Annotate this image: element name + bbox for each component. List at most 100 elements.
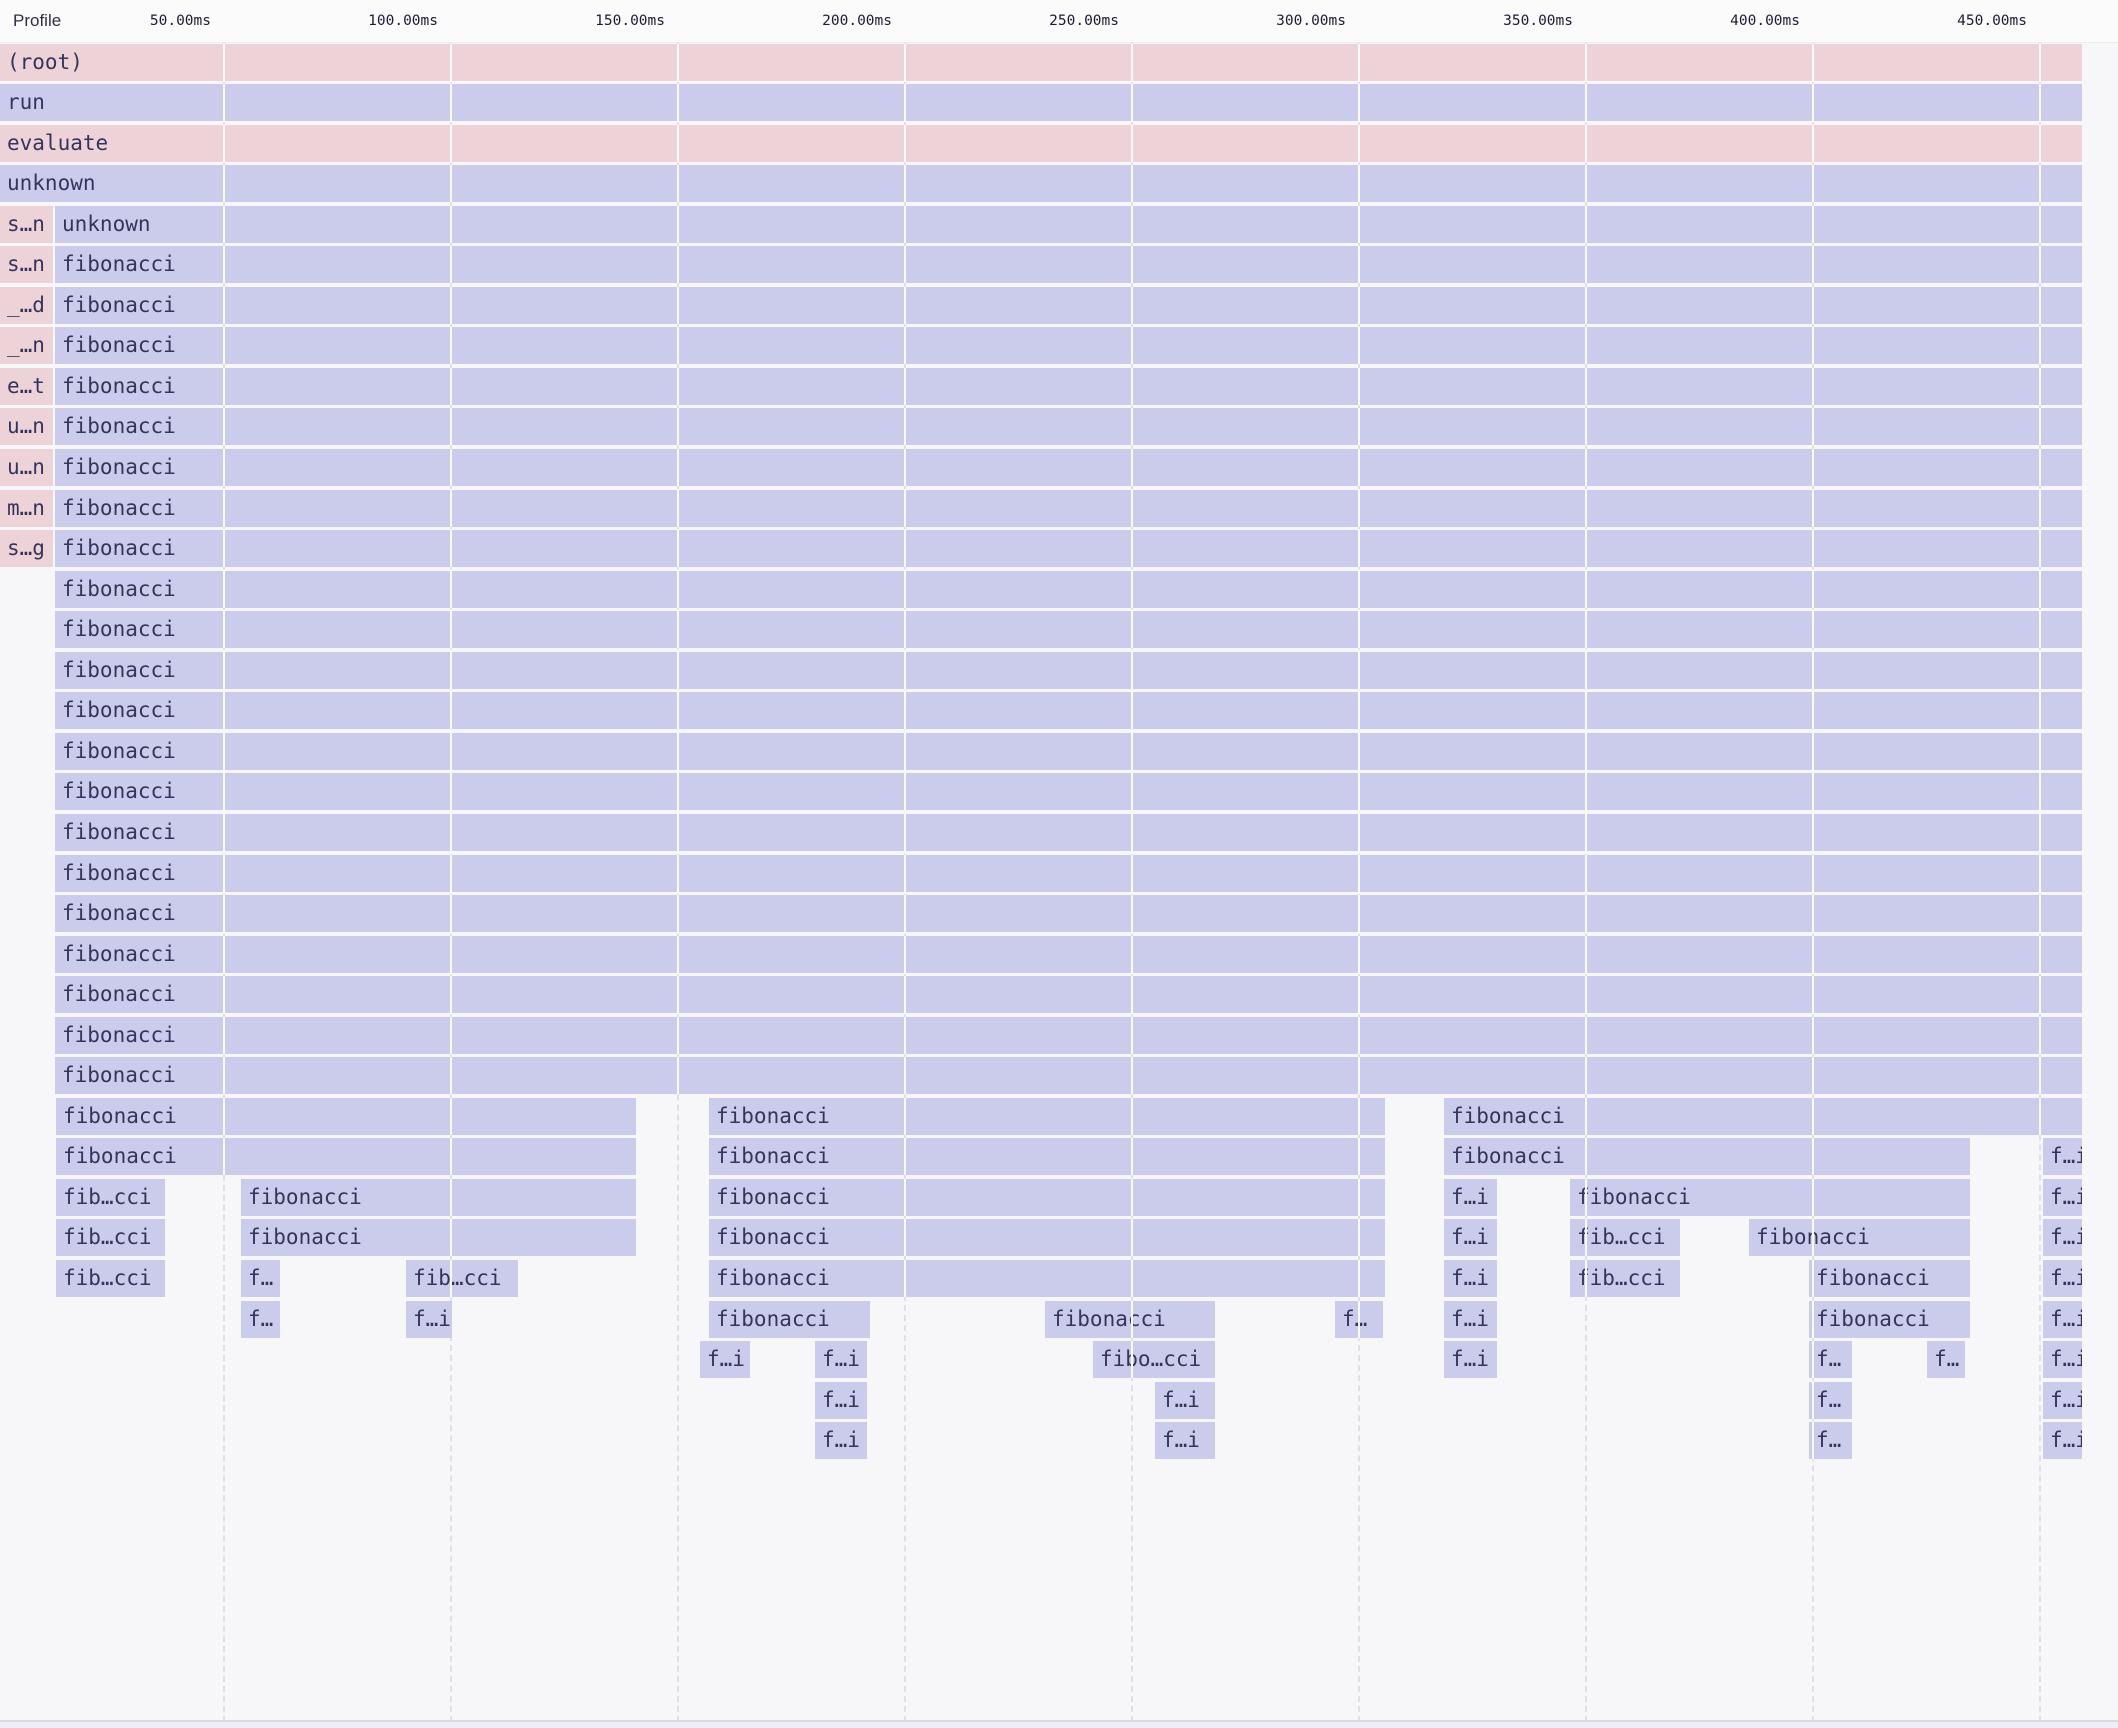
- flame-frame[interactable]: fibonacci: [55, 976, 2082, 1014]
- gridline-on-bar: [1585, 1057, 1587, 1095]
- flame-frame[interactable]: fibonacci: [55, 692, 2082, 730]
- flame-frame[interactable]: s…n: [0, 246, 53, 284]
- flame-frame[interactable]: f…: [241, 1300, 280, 1338]
- flame-frame[interactable]: f…i: [2043, 1422, 2082, 1460]
- flame-frame[interactable]: s…n: [0, 205, 53, 243]
- gridline-on-bar: [223, 1057, 225, 1095]
- flame-frame[interactable]: f…i: [1155, 1422, 1215, 1460]
- flame-frame[interactable]: fibonacci: [55, 1057, 2082, 1095]
- flame-frame[interactable]: f…i: [1444, 1178, 1497, 1216]
- flame-frame[interactable]: fibonacci: [55, 570, 2082, 608]
- flame-frame[interactable]: fibonacci: [1809, 1300, 1970, 1338]
- flame-frame[interactable]: f…: [241, 1260, 280, 1297]
- flame-frame[interactable]: f…: [1809, 1341, 1852, 1379]
- flame-frame[interactable]: fibonacci: [55, 854, 2082, 892]
- flame-frame[interactable]: fibonacci: [55, 651, 2082, 689]
- flame-frame[interactable]: fib…cci: [56, 1219, 165, 1257]
- gridline-on-bar: [450, 327, 452, 365]
- flame-frame[interactable]: e…t: [0, 367, 53, 405]
- flame-frame[interactable]: f…: [1809, 1381, 1852, 1419]
- flame-frame[interactable]: fibonacci: [709, 1260, 1385, 1297]
- flame-frame[interactable]: fibonacci: [56, 1138, 636, 1176]
- flame-frame[interactable]: fibonacci: [1444, 1138, 1970, 1176]
- flame-frame[interactable]: fibonacci: [55, 246, 2082, 284]
- gridline-on-bar: [1585, 246, 1587, 284]
- gridline-on-bar: [450, 1260, 452, 1297]
- flame-frame[interactable]: fibonacci: [55, 732, 2082, 770]
- flame-frame[interactable]: s…g: [0, 530, 53, 568]
- gridline-on-bar: [2039, 651, 2041, 689]
- flame-frame[interactable]: fibonacci: [709, 1300, 870, 1338]
- flame-frame[interactable]: fibonacci: [55, 530, 2082, 568]
- flame-frame[interactable]: fibonacci: [55, 408, 2082, 446]
- flame-frame[interactable]: fibonacci: [1444, 1097, 2082, 1135]
- flame-frame[interactable]: f…i: [406, 1300, 452, 1338]
- flame-frame[interactable]: fibonacci: [55, 327, 2082, 365]
- flame-frame[interactable]: fibonacci: [55, 449, 2082, 486]
- gridline-on-bar: [1812, 813, 1814, 851]
- flame-frame[interactable]: fibonacci: [1570, 1178, 1970, 1216]
- flame-frame[interactable]: fibonacci: [709, 1178, 1385, 1216]
- gridline-on-bar: [1812, 854, 1814, 892]
- flame-frame[interactable]: fib…cci: [1570, 1219, 1680, 1257]
- flame-frame[interactable]: f…i: [1155, 1381, 1215, 1419]
- flame-frame[interactable]: evaluate: [0, 124, 2082, 162]
- flame-frame[interactable]: u…n: [0, 449, 53, 486]
- gridline-on-bar: [1585, 286, 1587, 324]
- flame-frame[interactable]: f…i: [2043, 1138, 2082, 1176]
- flame-frame[interactable]: fibonacci: [55, 611, 2082, 649]
- flame-frame[interactable]: fibonacci: [709, 1219, 1385, 1257]
- gridline-on-bar: [223, 408, 225, 446]
- flame-frame[interactable]: f…: [1927, 1341, 1965, 1379]
- flame-frame[interactable]: fibo…cci: [1093, 1341, 1215, 1379]
- flame-frame[interactable]: fibonacci: [1809, 1260, 1970, 1297]
- flame-frame[interactable]: fibonacci: [55, 935, 2082, 973]
- flame-frame[interactable]: fibonacci: [55, 1016, 2082, 1054]
- flame-frame[interactable]: f…: [1809, 1422, 1852, 1460]
- flame-frame[interactable]: fibonacci: [709, 1138, 1385, 1176]
- flame-frame[interactable]: fibonacci: [55, 773, 2082, 811]
- flame-frame[interactable]: _…d: [0, 286, 53, 324]
- flame-frame[interactable]: fibonacci: [55, 895, 2082, 933]
- time-tick-label: 400.00ms: [1730, 13, 1800, 29]
- flame-frame[interactable]: fibonacci: [241, 1219, 636, 1257]
- flame-frame[interactable]: f…i: [2043, 1219, 2082, 1257]
- flame-frame[interactable]: run: [0, 84, 2082, 122]
- flame-frame[interactable]: _…n: [0, 327, 53, 365]
- flame-frame[interactable]: fib…cci: [406, 1260, 518, 1297]
- flame-frame[interactable]: f…i: [2043, 1260, 2082, 1297]
- flame-frame[interactable]: fibonacci: [241, 1178, 636, 1216]
- flame-frame[interactable]: f…i: [1444, 1300, 1497, 1338]
- flame-frame[interactable]: f…i: [815, 1422, 867, 1460]
- flame-frame[interactable]: m…n: [0, 489, 53, 527]
- flame-frame[interactable]: f…i: [1444, 1219, 1497, 1257]
- flame-frame[interactable]: unknown: [55, 205, 2082, 243]
- flame-frame[interactable]: fibonacci: [56, 1097, 636, 1135]
- gridline-on-bar: [2039, 611, 2041, 649]
- flame-frame[interactable]: unknown: [0, 165, 2082, 203]
- flame-frame[interactable]: f…i: [1444, 1341, 1497, 1379]
- flame-frame[interactable]: f…i: [815, 1341, 867, 1379]
- flame-frame[interactable]: fibonacci: [1045, 1300, 1215, 1338]
- flame-frame[interactable]: f…i: [2043, 1381, 2082, 1419]
- flame-frame[interactable]: u…n: [0, 408, 53, 446]
- gridline-on-bar: [1358, 1057, 1360, 1095]
- flame-frame[interactable]: fibonacci: [55, 489, 2082, 527]
- flame-frame[interactable]: f…i: [815, 1381, 867, 1419]
- flame-frame[interactable]: fib…cci: [1570, 1260, 1680, 1297]
- flame-frame[interactable]: f…i: [2043, 1341, 2082, 1379]
- flame-frame[interactable]: f…i: [2043, 1300, 2082, 1338]
- flame-frame[interactable]: fibonacci: [1749, 1219, 1970, 1257]
- flame-frame[interactable]: fibonacci: [55, 367, 2082, 405]
- flame-frame[interactable]: f…i: [1444, 1260, 1497, 1297]
- flame-frame[interactable]: fibonacci: [55, 813, 2082, 851]
- flame-frame[interactable]: (root): [0, 43, 2082, 81]
- flame-frame[interactable]: fibonacci: [709, 1097, 1385, 1135]
- flame-frame[interactable]: f…i: [700, 1341, 750, 1379]
- flame-frame[interactable]: f…i: [2043, 1178, 2082, 1216]
- flame-frame[interactable]: fib…cci: [56, 1260, 165, 1297]
- gridline-on-bar: [677, 165, 679, 203]
- flame-frame[interactable]: fib…cci: [56, 1178, 165, 1216]
- flame-frame[interactable]: fibonacci: [55, 286, 2082, 324]
- gridline-on-bar: [1585, 651, 1587, 689]
